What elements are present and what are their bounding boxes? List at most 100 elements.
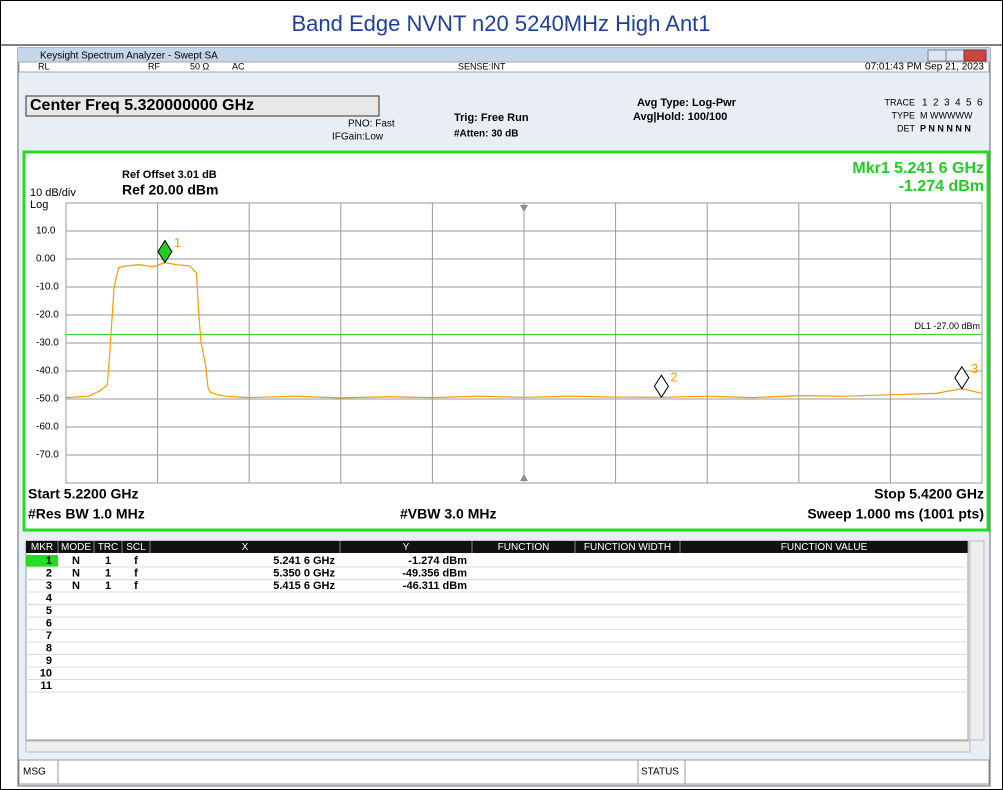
maximize-button[interactable] [945,49,965,62]
trace-number: 4 [955,98,961,109]
table-cell: 5.350 0 GHz [273,567,335,579]
window-titlebar [18,48,990,62]
column-header: SCL [126,542,146,553]
y-tick-label: -20.0 [36,310,59,321]
table-cell: -46.311 dBm [403,580,467,592]
column-header: FUNCTION WIDTH [584,542,671,553]
y-tick-label: 0.00 [36,254,56,265]
trace-number: 1 [922,98,928,109]
y-tick-label: 10.0 [36,226,56,237]
close-button[interactable] [963,49,987,62]
y-tick-label: -40.0 [36,366,59,377]
ref-offset: Ref Offset 3.01 dB [122,169,217,181]
status-rl: RL [38,61,50,71]
marker-label: 1 [174,235,181,250]
marker-readout: Mkr1 5.241 6 GHz [852,160,984,177]
table-header [26,541,968,553]
avg-hold: Avg|Hold: 100/100 [633,111,727,123]
marker-label: 2 [670,370,677,385]
trace-number: 5 [966,98,972,109]
table-cell: 9 [46,655,52,667]
status-impedance: 50 Ω [190,61,210,71]
table-cell: 10 [40,667,52,679]
marker-value: -1.274 dBm [899,178,984,195]
message-bar [18,759,990,785]
marker [954,365,970,390]
column-header: MODE [61,542,91,553]
det-value: P N N N N N [920,123,971,133]
msg: MSG [23,767,46,778]
rbw: #Res BW 1.0 MHz [28,506,145,522]
column-header: FUNCTION [498,542,550,553]
table-cell: 1 [46,555,52,567]
status: STATUS [641,767,679,778]
atten: #Atten: 30 dB [454,129,518,140]
trig: Trig: Free Run [454,112,529,124]
table-cell: f [134,567,138,579]
table-cell: 4 [46,592,53,604]
center-freq: Center Freq 5.320000000 GHz [30,97,254,114]
center-freq-box[interactable] [25,95,380,117]
column-header: TRC [98,542,119,553]
table-cell: 5.241 6 GHz [273,555,335,567]
table-cell: N [72,567,80,579]
y-tick-label: -30.0 [36,338,59,349]
trace-label: TRACE [884,97,915,107]
status-row [18,61,990,73]
avg-type: Avg Type: Log-Pwr [637,97,737,109]
sweep: Sweep 1.000 ms (1001 pts) [807,506,984,522]
pno: PNO: Fast [348,119,395,130]
status-coupling: AC [232,61,245,71]
trace-number: 3 [944,98,950,109]
column-header: FUNCTION VALUE [781,542,868,553]
column-header: X [242,542,249,553]
table-cell: 11 [40,680,52,692]
y-tick-label: -10.0 [36,282,59,293]
stop-freq: Stop 5.4200 GHz [874,486,984,502]
status-rf: RF [148,61,160,71]
table-cell: 7 [46,630,52,642]
table-cell: -1.274 dBm [408,555,467,567]
table-cell: 1 [105,567,111,579]
table-cell: f [134,555,138,567]
table-cell: 1 [105,555,111,567]
column-header: MKR [31,542,53,553]
table-cell: -49.356 dBm [402,567,467,579]
status-time: 07:01:43 PM Sep 21, 2023 [865,62,984,73]
table-cell: 3 [46,580,52,592]
y-tick-label: -50.0 [36,394,59,405]
table-cell: 8 [46,642,52,654]
column-header: Y [403,542,410,553]
table-cell: N [72,580,80,592]
marker [653,374,669,399]
table-cell: 6 [46,617,52,629]
scale: 10 dB/div [30,187,76,199]
window-title: Keysight Spectrum Analyzer - Swept SA [40,51,218,62]
marker [157,239,173,264]
vbw: #VBW 3.0 MHz [400,506,496,522]
minimize-button[interactable] [927,49,947,62]
marker-table [25,540,969,741]
type-value: M WWWWW [920,110,973,120]
ref-level: Ref 20.00 dBm [122,182,218,198]
table-cell: 5 [46,605,52,617]
table-cell: N [72,555,80,567]
table-cell: 1 [105,580,111,592]
table-cell: 2 [46,567,52,579]
trace-number: 2 [933,98,939,109]
horizontal-scrollbar[interactable] [25,740,971,753]
trace-number: 6 [977,98,983,109]
display-line-label: DL1 -27.00 dBm [914,321,980,331]
table-cell: f [134,580,138,592]
trace [65,262,983,399]
table-cell: 5.415 6 GHz [273,580,335,592]
status-sense: SENSE:INT [458,61,506,71]
scale-mode: Log [30,199,48,211]
vertical-scrollbar[interactable] [969,540,985,741]
selected-row-highlight [26,555,58,567]
start-freq: Start 5.2200 GHz [28,486,139,502]
page-title: Band Edge NVNT n20 5240MHz High Ant1 [291,11,710,36]
ifgain: IFGain:Low [332,132,384,143]
marker-label: 3 [971,361,978,376]
